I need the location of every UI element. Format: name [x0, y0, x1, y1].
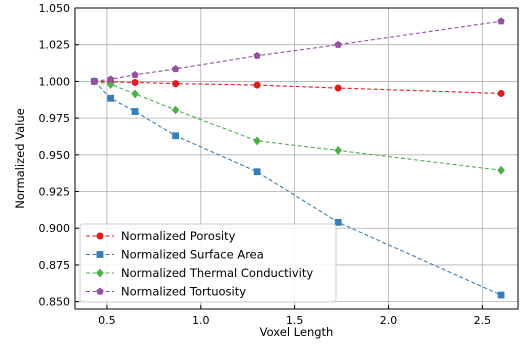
- legend-marker: [96, 232, 104, 240]
- data-point: [106, 79, 115, 89]
- data-point: [334, 218, 342, 226]
- data-point: [253, 168, 261, 176]
- legend-label: Normalized Thermal Conductivity: [121, 266, 313, 280]
- data-point: [171, 105, 180, 115]
- data-point: [334, 145, 342, 155]
- data-point: [172, 80, 180, 88]
- series-layer: [90, 17, 505, 299]
- y-tick-label: 0.900: [39, 222, 71, 235]
- ticks: 0.5 1.0 1.5 2.0 2.5 0.850 0.875 0.900 0.925 0.950…: [39, 2, 492, 327]
- legend-label: Normalized Porosity: [121, 229, 236, 243]
- y-tick-label: 1.050: [39, 2, 71, 15]
- y-tick-label: 0.975: [39, 112, 71, 125]
- series-line: [94, 20, 502, 82]
- x-axis-title: Voxel Length: [260, 325, 334, 339]
- data-point: [131, 78, 139, 86]
- data-point: [172, 132, 180, 140]
- legend-marker: [96, 287, 104, 295]
- x-tick-label: 2.0: [380, 314, 398, 327]
- data-point: [106, 75, 115, 83]
- data-point: [131, 70, 139, 78]
- series-line: [94, 80, 502, 171]
- data-point: [334, 84, 342, 92]
- data-point: [334, 40, 342, 48]
- legend: Normalized Porosity Normalized Surface Ar…: [79, 223, 337, 303]
- legend-box: [79, 223, 337, 303]
- data-point: [253, 51, 261, 59]
- legend-item: Normalized Thermal Conductivity: [86, 266, 313, 280]
- x-tick-label: 2.5: [474, 314, 492, 327]
- data-point: [131, 89, 139, 99]
- y-tick-label: 1.000: [39, 75, 71, 88]
- series-line: [94, 80, 502, 94]
- series-4: [90, 17, 505, 85]
- data-point: [497, 89, 505, 97]
- legend-marker: [96, 251, 104, 258]
- y-tick-label: 0.950: [39, 149, 71, 162]
- data-point: [171, 65, 180, 73]
- y-axis-title: Normalized Value: [13, 108, 27, 208]
- y-tick-label: 0.925: [39, 186, 71, 199]
- y-tick-label: 0.875: [39, 259, 71, 272]
- legend-item: Normalized Porosity: [86, 229, 236, 243]
- data-point: [497, 291, 505, 299]
- data-point: [107, 94, 115, 102]
- data-point: [497, 17, 505, 25]
- legend-marker: [96, 268, 104, 278]
- plot-frame: [74, 7, 519, 310]
- series-1: [90, 77, 505, 97]
- data-point: [497, 165, 505, 175]
- x-tick-label: 1.5: [286, 314, 304, 327]
- legend-item: Normalized Surface Area: [86, 248, 264, 262]
- legend-label: Normalized Tortuosity: [121, 285, 246, 299]
- data-point: [253, 81, 261, 89]
- y-tick-label: 1.025: [39, 39, 71, 52]
- y-tick-label: 0.850: [39, 296, 71, 309]
- data-point: [131, 108, 139, 115]
- legend-label: Normalized Surface Area: [121, 248, 264, 262]
- data-point: [253, 136, 261, 146]
- x-tick-label: 0.5: [98, 314, 116, 327]
- legend-item: Normalized Tortuosity: [86, 285, 246, 299]
- data-point: [90, 77, 99, 85]
- x-tick-label: 1.0: [192, 314, 210, 327]
